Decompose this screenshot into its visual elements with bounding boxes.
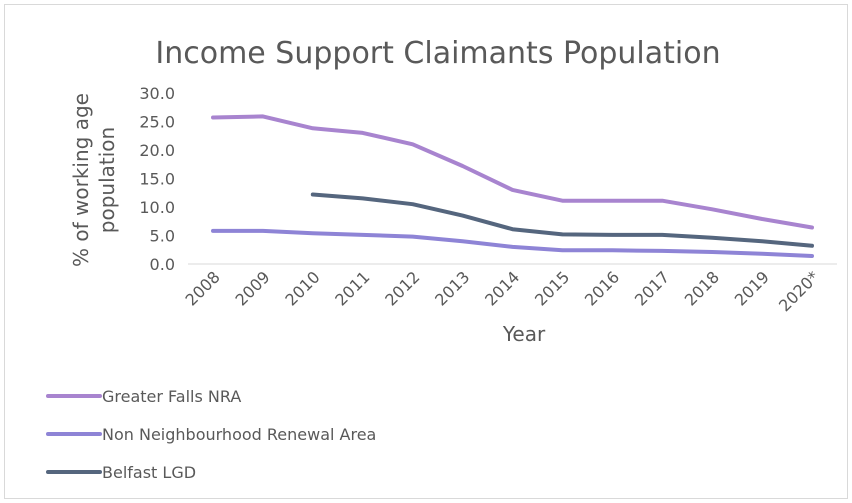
y-axis-title-line: population [95, 127, 119, 233]
x-tick-label: 2011 [331, 267, 373, 309]
x-tick-label: 2020* [775, 267, 823, 315]
legend-label: Greater Falls NRA [102, 387, 241, 406]
y-axis-title: % of working age population [69, 93, 119, 267]
series-lines [213, 116, 812, 256]
x-tick-label: 2016 [581, 267, 623, 309]
y-tick-label: 10.0 [139, 198, 175, 217]
y-axis-ticks: 0.0 5.0 10.0 15.0 20.0 25.0 30.0 [139, 84, 175, 274]
x-tick-label: 2019 [731, 267, 773, 309]
x-axis-title: Year [502, 322, 546, 346]
y-tick-label: 25.0 [139, 113, 175, 132]
x-tick-label: 2013 [431, 267, 473, 309]
x-tick-label: 2008 [182, 267, 224, 309]
x-tick-label: 2009 [231, 267, 273, 309]
x-tick-label: 2017 [631, 267, 673, 309]
x-tick-label: 2014 [481, 267, 523, 309]
y-tick-label: 15.0 [139, 170, 175, 189]
x-tick-label: 2010 [281, 267, 323, 309]
y-tick-label: 5.0 [150, 227, 175, 246]
legend: Greater Falls NRA Non Neighbourhood Renew… [48, 387, 376, 482]
y-tick-label: 0.0 [150, 255, 175, 274]
y-tick-label: 30.0 [139, 84, 175, 103]
x-tick-label: 2012 [381, 267, 423, 309]
series-line [213, 231, 812, 256]
x-tick-label: 2015 [531, 267, 573, 309]
y-axis-title-text: % of working age population [69, 93, 119, 267]
chart-title: Income Support Claimants Population [155, 36, 720, 71]
legend-label: Belfast LGD [102, 463, 196, 482]
y-axis-title-line: % of working age [69, 93, 93, 267]
legend-label: Non Neighbourhood Renewal Area [102, 425, 376, 444]
series-line [213, 116, 812, 227]
x-axis-ticks: 2008 2009 2010 2011 2012 2013 2014 2015 2016 2017… [182, 267, 823, 315]
x-tick-label: 2018 [681, 267, 723, 309]
y-tick-label: 20.0 [139, 141, 175, 160]
